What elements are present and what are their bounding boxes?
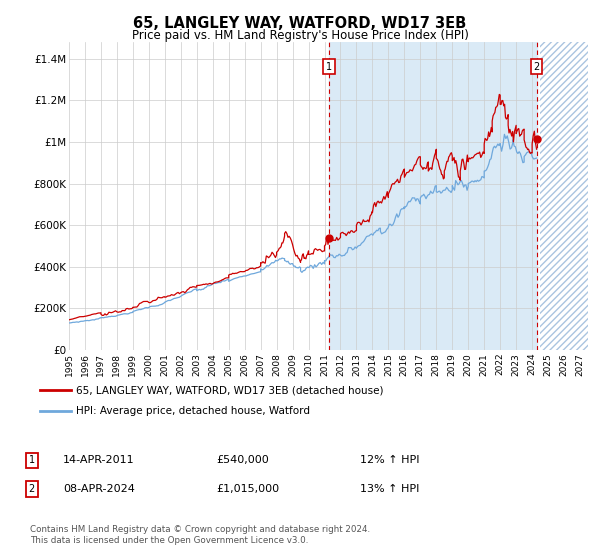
Text: 13% ↑ HPI: 13% ↑ HPI: [360, 484, 419, 494]
Bar: [329, 42, 536, 350]
Text: £540,000: £540,000: [216, 455, 269, 465]
Text: 1: 1: [326, 62, 332, 72]
Text: £1,015,000: £1,015,000: [216, 484, 279, 494]
Text: 65, LANGLEY WAY, WATFORD, WD17 3EB (detached house): 65, LANGLEY WAY, WATFORD, WD17 3EB (deta…: [76, 385, 383, 395]
Text: 2: 2: [533, 62, 540, 72]
Text: 65, LANGLEY WAY, WATFORD, WD17 3EB: 65, LANGLEY WAY, WATFORD, WD17 3EB: [133, 16, 467, 31]
Text: HPI: Average price, detached house, Watford: HPI: Average price, detached house, Watf…: [76, 405, 310, 416]
Text: 12% ↑ HPI: 12% ↑ HPI: [360, 455, 419, 465]
Text: 1: 1: [29, 455, 35, 465]
Text: 2: 2: [29, 484, 35, 494]
Text: 14-APR-2011: 14-APR-2011: [63, 455, 134, 465]
Text: Contains HM Land Registry data © Crown copyright and database right 2024.
This d: Contains HM Land Registry data © Crown c…: [30, 525, 370, 545]
Text: 08-APR-2024: 08-APR-2024: [63, 484, 135, 494]
Text: Price paid vs. HM Land Registry's House Price Index (HPI): Price paid vs. HM Land Registry's House …: [131, 29, 469, 42]
Bar: [540, 42, 588, 350]
